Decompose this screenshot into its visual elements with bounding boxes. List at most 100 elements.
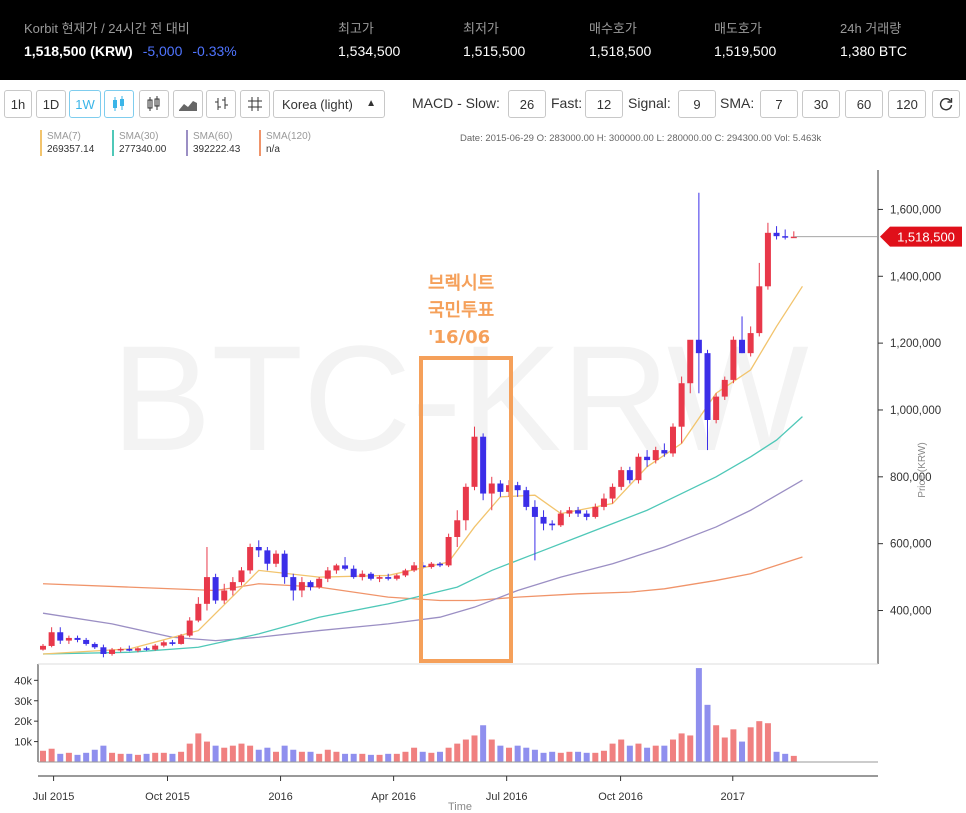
volume-bar (57, 753, 64, 762)
candle-body (57, 632, 64, 641)
candle-body (514, 485, 521, 491)
refresh-button[interactable] (932, 90, 960, 118)
stat-ask: 매도호가 1,519,500 (714, 18, 776, 61)
candle-body (687, 339, 694, 384)
theme-select[interactable]: Korea (light) ▲︎ (273, 90, 385, 118)
volume-bar (333, 751, 340, 762)
candle-body (566, 510, 573, 514)
volume-bar (324, 749, 331, 762)
candle-body (411, 565, 418, 571)
candle-body (281, 553, 288, 578)
chart-toolbar: 1h 1D 1W Korea (light) ▲︎ MACD - S (0, 90, 966, 120)
candle-body (229, 582, 236, 591)
sma-input-3[interactable]: 60 (845, 90, 883, 118)
volume-bar (713, 725, 720, 762)
volume-bar (83, 752, 90, 762)
time-tick-label: Jul 2016 (486, 791, 528, 803)
candle-body (48, 632, 55, 646)
grid-toggle-button[interactable] (240, 90, 270, 118)
volume-bar (134, 754, 141, 762)
volume-bar (65, 752, 72, 762)
candle-body (203, 577, 210, 604)
candle-body (100, 647, 107, 654)
annotation-text: 브렉시트 (428, 273, 494, 294)
volume-bar (747, 727, 754, 762)
volume-bar (359, 753, 366, 762)
volume-bar (592, 752, 599, 762)
candle-body (557, 513, 564, 526)
macd-slow-input[interactable]: 26 (508, 90, 546, 118)
volume-bar (549, 751, 556, 762)
stat-label: 24h 거래량 (840, 21, 902, 36)
volume-bar (764, 723, 771, 762)
time-tick-label: Jul 2015 (33, 791, 75, 803)
candle-body (609, 486, 616, 499)
candle-body (221, 590, 228, 601)
price-tick-label: 1,600,000 (890, 204, 941, 216)
sma-input-4[interactable]: 120 (888, 90, 926, 118)
candle-body (678, 383, 685, 427)
candle-body (756, 286, 763, 334)
candle-body (644, 456, 651, 461)
price-change-pct: -0.33% (192, 43, 237, 59)
volume-bar (212, 745, 219, 762)
volume-bar (290, 749, 297, 762)
volume-bar (316, 753, 323, 762)
period-1d-button[interactable]: 1D (36, 90, 66, 118)
volume-bar (100, 745, 107, 762)
candle-body (695, 339, 702, 354)
bars-chart-button[interactable] (206, 90, 236, 118)
volume-bar (376, 754, 383, 762)
sma-legend: SMA(7) 269357.14 SMA(30) 277340.00 SMA(6… (0, 128, 966, 160)
chevron-updown-icon: ▲︎ (366, 98, 376, 109)
price-tick-label: 1,200,000 (890, 338, 941, 350)
volume-tick-label: 40k (14, 675, 32, 687)
volume-bar (203, 741, 210, 762)
candle-body (626, 470, 633, 481)
candle-body (152, 645, 159, 650)
candle-body (74, 637, 81, 640)
volume-bar (74, 754, 81, 762)
candle-body (342, 565, 349, 569)
period-1w-button[interactable]: 1W (69, 90, 101, 118)
candle-body (454, 520, 461, 537)
macd-fast-label: Fast: (551, 95, 583, 111)
volume-bar (782, 753, 789, 762)
volume-bar (229, 745, 236, 762)
candle-body (109, 649, 116, 654)
volume-bar (428, 752, 435, 762)
candle-body (316, 578, 323, 588)
price-tick-label: 1,000,000 (890, 405, 941, 417)
price-chart[interactable]: BTC-KRW 400,000600,000800,0001,000,0001,… (0, 160, 966, 813)
volume-bar (402, 751, 409, 762)
sma-input-2[interactable]: 30 (802, 90, 840, 118)
candle-body (367, 573, 374, 579)
volume-bar (687, 735, 694, 762)
volume-bar (471, 735, 478, 762)
candle-body (436, 563, 443, 566)
volume-bar (695, 668, 702, 762)
sma-input-1[interactable]: 7 (760, 90, 798, 118)
candle-body (264, 550, 271, 564)
price-tick-label: 1,400,000 (890, 271, 941, 283)
stat-low: 최저가 1,515,500 (463, 18, 525, 61)
area-chart-button[interactable] (173, 90, 203, 118)
candle-body (704, 353, 711, 420)
volume-bar (40, 750, 46, 762)
candle-body (471, 436, 478, 487)
legend-sma30: SMA(30) 277340.00 (112, 130, 166, 156)
ticker-header: Korbit 현재가 / 24시간 전 대비 1,518,500 (KRW) -5… (0, 0, 966, 80)
macd-signal-input[interactable]: 9 (678, 90, 716, 118)
candle-body (747, 333, 754, 354)
stat-label: 매수호가 (589, 21, 637, 36)
candle-body (540, 516, 547, 524)
ohlc-chart-button[interactable] (139, 90, 169, 118)
volume-bar (618, 739, 625, 762)
ticker-title: Korbit 현재가 / 24시간 전 대비 (24, 21, 190, 36)
candlestick-chart-button[interactable] (104, 90, 134, 118)
macd-fast-input[interactable]: 12 (585, 90, 623, 118)
candle-body (575, 510, 582, 514)
candle-body (497, 483, 504, 492)
period-1h-button[interactable]: 1h (4, 90, 32, 118)
